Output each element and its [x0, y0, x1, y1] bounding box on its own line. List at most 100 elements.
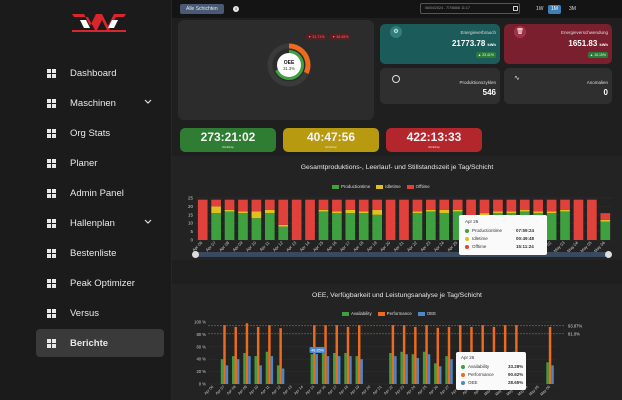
- bar-performance: [402, 325, 406, 384]
- slider-right-handle[interactable]: [605, 251, 612, 258]
- bar-offtime: [519, 199, 530, 210]
- bar-offtime: [224, 199, 235, 210]
- sidebar-item-label: Bestenliste: [70, 247, 117, 259]
- x-tick-label: Apr 09: [231, 240, 244, 253]
- bar-idletime: [426, 209, 436, 212]
- y-tick-label: 20: [188, 204, 194, 209]
- y-tick-label: 40 %: [196, 357, 206, 362]
- y-tick-label: 10: [188, 221, 194, 226]
- legend-availability[interactable]: Availability: [342, 311, 372, 316]
- x-tick-label: May 02: [495, 385, 507, 397]
- sidebar-item-berichte[interactable]: Berichte: [36, 329, 164, 357]
- bar-offtime: [197, 199, 208, 240]
- chevron-down-icon[interactable]: [144, 97, 154, 107]
- sidebar-item-dashboard[interactable]: Dashboard: [36, 59, 164, 87]
- bar-availability: [355, 356, 358, 384]
- range-1w-button[interactable]: 1W: [536, 6, 544, 12]
- bar-availability: [434, 363, 437, 384]
- bar-data-label-bg: [309, 347, 326, 354]
- legend-productiontime[interactable]: Productiontime: [332, 184, 370, 189]
- bar-offtime: [587, 199, 597, 240]
- x-tick-label: May 01: [483, 385, 495, 397]
- date-range-input[interactable]: 06/04/2024 - 7/7/6666 11:17: [420, 3, 520, 14]
- range-1m-button[interactable]: 1M: [548, 5, 561, 14]
- bar-productiontime: [224, 211, 235, 240]
- bar-productiontime: [238, 213, 248, 240]
- bar-performance: [324, 325, 327, 384]
- reports-icon: [45, 337, 57, 349]
- bar-availability: [389, 353, 392, 384]
- y-tick-label: 5: [190, 229, 193, 234]
- sidebar-item-admin-panel[interactable]: Admin Panel: [36, 179, 164, 207]
- oee-chart-tooltip: Apr 26 Availability 33.28% Performance 90.…: [456, 352, 526, 390]
- bar-oee: [416, 357, 420, 384]
- x-tick-label: Apr 09: [237, 385, 248, 396]
- bar-oee: [259, 365, 262, 384]
- sidebar-item-peak-optimizer[interactable]: Peak Optimizer: [36, 269, 164, 297]
- x-tick-label: Apr 24: [406, 385, 417, 396]
- bar-productiontime: [264, 213, 275, 240]
- info-icon[interactable]: i: [233, 6, 239, 12]
- x-tick-label: Apr 18: [338, 385, 349, 396]
- x-tick-label: Apr 29: [462, 385, 473, 396]
- x-tick-label: Apr 16: [325, 240, 338, 253]
- bar-performance: [346, 326, 350, 384]
- slider-left-handle[interactable]: [192, 251, 199, 258]
- legend-oee[interactable]: OEE: [417, 311, 436, 316]
- range-3m-button[interactable]: 3M: [569, 6, 576, 12]
- x-tick-label: Apr 12: [271, 385, 282, 396]
- tooltip-row: Offtime 15:11:24: [465, 244, 534, 249]
- bar-offtime: [533, 199, 544, 212]
- x-tick-label: Apr 11: [258, 240, 271, 253]
- bar-oee: [349, 356, 352, 384]
- tooltip-row: Productiontime 07:59:24: [465, 228, 534, 233]
- time-chart-range-slider[interactable]: [192, 251, 612, 258]
- tooltip-row: Availability 33.28%: [461, 364, 523, 369]
- y-tick-label: 80 %: [196, 332, 206, 337]
- bar-idletime: [345, 209, 356, 214]
- bar-idletime: [439, 209, 450, 214]
- bar-offtime: [211, 199, 221, 207]
- bar-offtime: [506, 199, 517, 212]
- y-tick-label: 20 %: [196, 369, 206, 374]
- oee-label: OEE: [284, 60, 295, 66]
- shift-filter-button[interactable]: Alle Schichten: [180, 4, 224, 14]
- legend-offtime[interactable]: Offtime: [406, 184, 430, 189]
- bar-offtime: [573, 199, 584, 240]
- bar-performance: [234, 326, 237, 384]
- bar-offtime: [251, 199, 262, 212]
- sidebar-item-planer[interactable]: Planer: [36, 149, 164, 177]
- bar-offtime: [479, 199, 490, 214]
- bar-offtime: [546, 199, 557, 212]
- sidebar-item-org-stats[interactable]: Org Stats: [36, 119, 164, 147]
- legend-performance[interactable]: Performance: [377, 311, 412, 316]
- bar-productiontime: [211, 213, 221, 240]
- sidebar-item-versus[interactable]: Versus: [36, 299, 164, 327]
- x-tick-label: Apr 19: [350, 385, 361, 396]
- x-tick-label: Apr 21: [372, 385, 383, 396]
- tooltip-row: Idletime 00:49:48: [465, 236, 534, 241]
- bar-idletime: [224, 209, 235, 212]
- legend-idletime[interactable]: Idletime: [376, 184, 401, 189]
- admin-icon: [45, 187, 57, 199]
- y-tick-label: 60 %: [196, 344, 206, 349]
- time-chart-title: Gesamtproduktions-, Leerlauf- und Stills…: [300, 164, 494, 171]
- x-tick-label: Apr 14: [293, 385, 304, 396]
- x-tick-label: Apr 15: [312, 240, 325, 253]
- sidebar-item-maschinen[interactable]: Maschinen: [36, 89, 164, 117]
- leaderboard-icon: [45, 247, 57, 259]
- chevron-down-icon[interactable]: [144, 217, 154, 227]
- y-tick-label: 0: [190, 238, 193, 243]
- sidebar-item-hallenplan[interactable]: Hallenplan: [36, 209, 164, 237]
- bar-offtime: [426, 199, 436, 210]
- sidebar-item-bestenliste[interactable]: Bestenliste: [36, 239, 164, 267]
- bar-performance: [335, 325, 338, 384]
- bar-offtime: [560, 199, 570, 210]
- x-tick-label: Apr 10: [248, 385, 259, 396]
- energy-tile: ⚙ Energieverbrauch 21773.78 kWh ▲ 33.41%: [380, 24, 500, 64]
- x-tick-label: Apr 20: [379, 240, 392, 253]
- cycle-icon: [392, 75, 400, 83]
- bar-offtime: [385, 199, 396, 240]
- calendar-icon[interactable]: [513, 6, 518, 11]
- x-tick-label: Apr 20: [361, 385, 372, 396]
